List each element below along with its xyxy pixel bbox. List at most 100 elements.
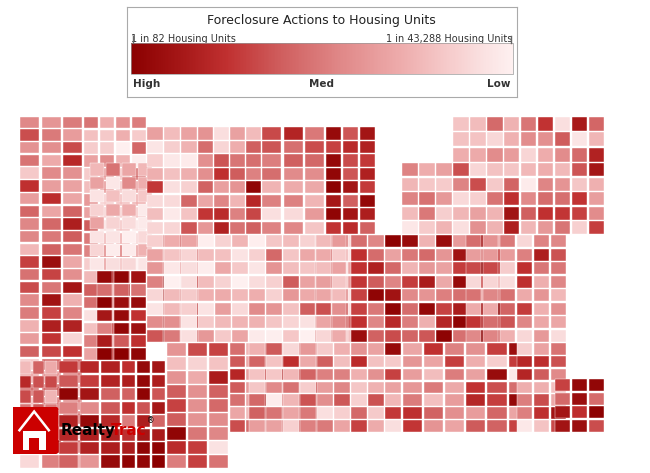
Bar bbox=[164, 262, 180, 274]
Bar bbox=[294, 407, 308, 419]
Bar bbox=[317, 420, 333, 432]
Bar bbox=[488, 178, 502, 191]
Bar bbox=[589, 379, 604, 391]
Bar bbox=[434, 43, 436, 74]
Bar bbox=[63, 129, 82, 141]
Bar bbox=[385, 262, 400, 274]
Bar bbox=[20, 384, 40, 396]
Bar bbox=[462, 43, 463, 74]
Bar bbox=[360, 141, 375, 153]
Bar bbox=[131, 335, 146, 347]
Bar bbox=[106, 244, 120, 256]
Bar bbox=[509, 343, 528, 355]
Bar bbox=[164, 303, 180, 315]
Bar bbox=[232, 43, 233, 74]
Bar bbox=[283, 154, 303, 166]
Bar bbox=[343, 168, 358, 180]
Bar bbox=[340, 43, 341, 74]
Bar bbox=[20, 129, 40, 141]
Bar bbox=[352, 382, 367, 393]
Bar bbox=[300, 382, 316, 393]
Bar bbox=[138, 190, 152, 202]
Bar bbox=[122, 258, 136, 270]
Bar bbox=[233, 303, 248, 315]
Bar bbox=[355, 43, 356, 74]
Bar bbox=[509, 420, 528, 432]
Bar bbox=[122, 231, 136, 243]
Bar bbox=[80, 415, 99, 427]
Bar bbox=[164, 289, 180, 301]
Bar bbox=[352, 343, 367, 355]
Bar bbox=[253, 43, 255, 74]
Bar bbox=[246, 154, 261, 166]
Bar bbox=[383, 43, 384, 74]
Bar bbox=[491, 43, 492, 74]
Bar bbox=[136, 455, 150, 468]
Bar bbox=[84, 142, 98, 154]
Bar bbox=[164, 181, 180, 193]
Bar bbox=[572, 420, 588, 432]
Bar bbox=[20, 117, 40, 128]
Bar bbox=[510, 43, 512, 74]
Bar bbox=[46, 419, 57, 431]
Bar bbox=[334, 382, 350, 393]
Bar bbox=[148, 276, 162, 288]
Bar bbox=[116, 181, 130, 193]
Bar bbox=[500, 330, 515, 342]
Bar bbox=[385, 343, 400, 355]
Bar bbox=[385, 316, 400, 328]
Bar bbox=[348, 249, 363, 261]
Bar bbox=[167, 399, 186, 412]
Bar bbox=[276, 43, 277, 74]
Bar bbox=[470, 148, 486, 162]
Bar bbox=[436, 164, 452, 176]
Bar bbox=[181, 262, 197, 274]
Bar bbox=[263, 181, 281, 193]
Bar bbox=[377, 43, 378, 74]
Bar bbox=[215, 262, 231, 274]
Bar bbox=[274, 43, 276, 74]
Bar bbox=[131, 117, 146, 128]
Bar bbox=[148, 262, 162, 274]
Bar bbox=[352, 394, 367, 406]
Bar bbox=[332, 276, 346, 288]
Bar bbox=[283, 316, 298, 328]
Bar bbox=[298, 43, 300, 74]
Bar bbox=[471, 43, 473, 74]
Bar bbox=[136, 442, 150, 454]
Bar bbox=[198, 276, 214, 288]
Bar bbox=[392, 43, 393, 74]
Bar bbox=[589, 192, 604, 205]
Bar bbox=[326, 181, 341, 193]
Bar bbox=[402, 178, 417, 191]
Bar bbox=[402, 394, 422, 406]
Bar bbox=[116, 233, 130, 244]
Bar bbox=[266, 420, 281, 432]
Bar bbox=[42, 155, 60, 166]
Bar bbox=[466, 382, 486, 393]
Bar bbox=[445, 420, 464, 432]
Bar bbox=[188, 385, 207, 398]
Bar bbox=[300, 289, 316, 301]
Bar bbox=[141, 43, 142, 74]
Bar bbox=[148, 316, 162, 328]
Bar bbox=[466, 289, 481, 301]
Bar bbox=[369, 407, 383, 419]
Bar bbox=[181, 222, 197, 234]
Bar bbox=[497, 43, 498, 74]
Bar bbox=[219, 43, 220, 74]
Bar bbox=[230, 127, 244, 140]
Text: 1 in 43,288 Housing Units: 1 in 43,288 Housing Units bbox=[387, 34, 513, 44]
Bar bbox=[179, 276, 194, 288]
Bar bbox=[385, 407, 400, 419]
Bar bbox=[334, 394, 350, 406]
Bar bbox=[436, 303, 452, 315]
Bar bbox=[97, 310, 112, 321]
Bar bbox=[551, 382, 566, 393]
Bar bbox=[466, 249, 481, 261]
Bar bbox=[58, 455, 77, 468]
Bar bbox=[20, 142, 40, 153]
Bar bbox=[195, 262, 209, 274]
Bar bbox=[374, 43, 376, 74]
Bar bbox=[385, 407, 400, 419]
